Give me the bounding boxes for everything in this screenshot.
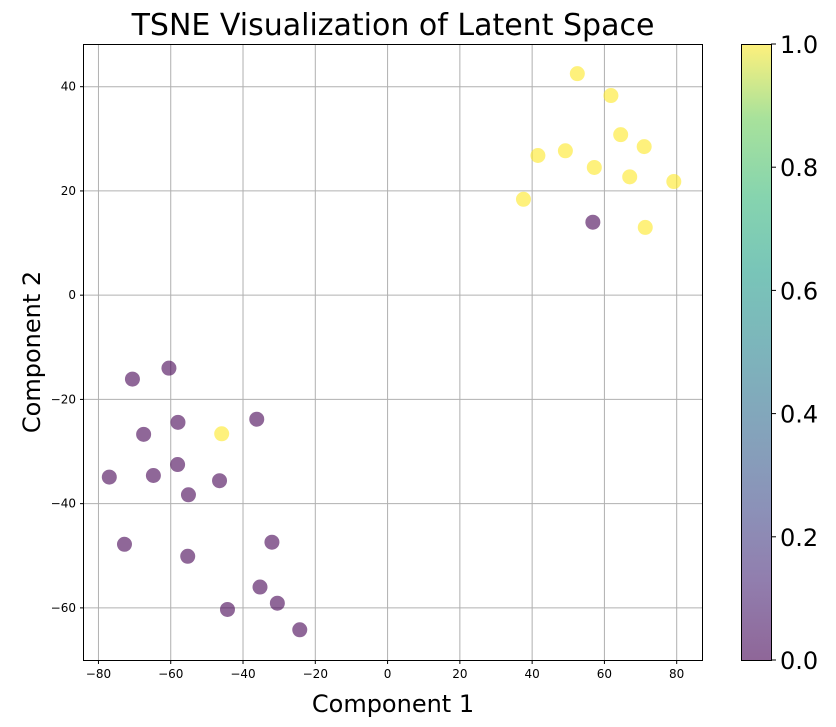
scatter-point xyxy=(515,191,531,207)
colorbar-tick-label: 0.0 xyxy=(780,647,818,675)
y-tick-label: 0 xyxy=(68,288,76,302)
y-tick-label: 20 xyxy=(61,184,76,198)
scatter-point xyxy=(636,139,652,155)
colorbar-tick-label: 0.4 xyxy=(780,401,818,429)
scatter-point xyxy=(180,487,196,503)
x-tick-label: −20 xyxy=(303,667,328,681)
scatter-point xyxy=(269,595,285,611)
colorbar-frame xyxy=(741,44,772,661)
scatter-point xyxy=(161,360,177,376)
x-tick-label: 0 xyxy=(384,667,392,681)
colorbar xyxy=(741,44,771,660)
colorbar-tick-label: 0.2 xyxy=(780,524,818,552)
scatter-point xyxy=(666,174,682,190)
scatter-point xyxy=(249,411,265,427)
x-tick-label: −40 xyxy=(230,667,255,681)
scatter-point xyxy=(613,127,629,143)
scatter-point xyxy=(530,147,546,163)
x-axis-label: Component 1 xyxy=(312,690,474,718)
x-tick-label: 80 xyxy=(669,667,684,681)
scatter-point xyxy=(214,426,230,442)
colorbar-ticks: 0.0 0.2 0.4 0.6 0.8 1.0 xyxy=(771,31,818,675)
scatter-point xyxy=(569,66,585,82)
scatter-point xyxy=(145,468,161,483)
y-tick-label: 40 xyxy=(61,80,76,94)
scatter-point xyxy=(212,473,228,489)
scatter-point xyxy=(622,169,638,185)
x-tick-label: 60 xyxy=(597,667,612,681)
chart-title: TSNE Visualization of Latent Space xyxy=(131,8,655,43)
scatter-point xyxy=(124,371,140,387)
scatter-point xyxy=(116,536,132,552)
scatter-point xyxy=(586,159,602,175)
y-tick-label: −40 xyxy=(51,497,76,511)
x-tick-label: −60 xyxy=(158,667,183,681)
scatter-point xyxy=(292,622,308,638)
colorbar-tick-label: 1.0 xyxy=(780,31,818,59)
scatter-point xyxy=(180,548,196,564)
colorbar-tick-label: 0.6 xyxy=(780,277,818,305)
x-tick-label: −80 xyxy=(86,667,111,681)
scatter-point xyxy=(252,579,268,595)
y-tick-label: −60 xyxy=(51,601,76,615)
y-tick-label: −20 xyxy=(51,392,76,406)
x-tick-label: 40 xyxy=(524,667,539,681)
x-tick-label: 20 xyxy=(452,667,467,681)
scatter-point xyxy=(585,214,601,230)
scatter-point xyxy=(637,219,653,235)
plot-area-frame xyxy=(83,44,703,661)
y-axis-label: Component 2 xyxy=(18,271,46,433)
scatter-point xyxy=(170,457,186,473)
ticks-layer: −80 −60 −40 −20 0 20 40 60 80 −60 −40 −20 0 20 40 xyxy=(51,80,685,681)
scatter-point xyxy=(219,601,235,617)
colorbar-tick-label: 0.8 xyxy=(780,154,818,182)
scatter-point xyxy=(170,414,186,430)
scatter-point xyxy=(101,469,117,485)
points-layer xyxy=(101,66,682,638)
scatter-point xyxy=(264,534,280,550)
grid-layer xyxy=(84,45,702,660)
scatter-point xyxy=(557,143,573,159)
scatter-point xyxy=(136,426,152,442)
scatter-point xyxy=(603,88,619,104)
